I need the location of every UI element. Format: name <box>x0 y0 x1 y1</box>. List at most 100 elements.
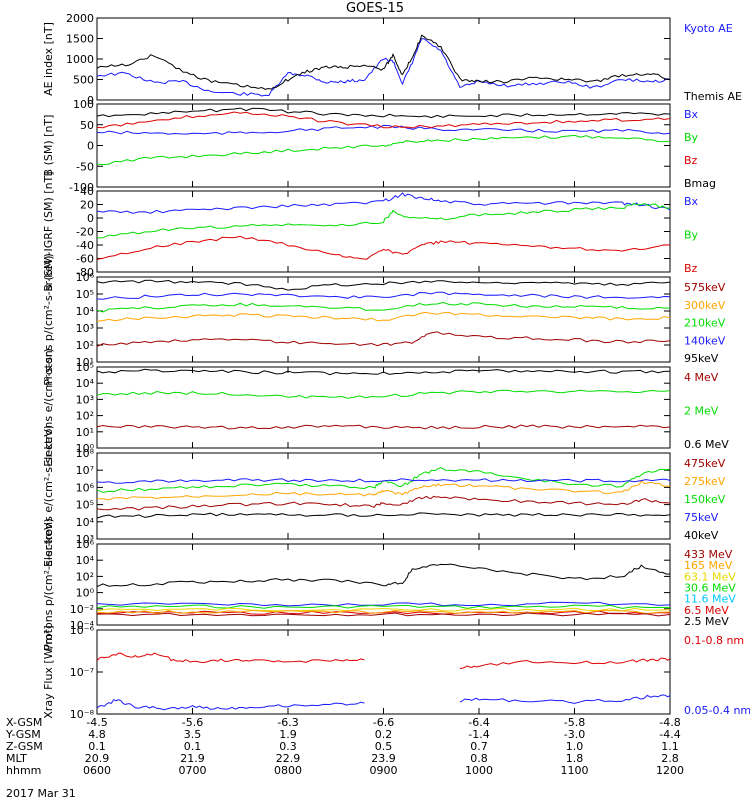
legend-entry: Bmag <box>684 177 716 190</box>
y-tick-label: 10⁻⁴ <box>70 619 95 632</box>
ephemeris-value: 0800 <box>274 764 302 777</box>
legend-entry: 63.1 MeV <box>684 570 736 583</box>
y-tick-label: -50 <box>76 160 94 173</box>
legend-entry: 95keV <box>684 352 719 365</box>
y-tick-label: 1500 <box>66 33 94 46</box>
legend-entry: Bx <box>684 195 699 208</box>
series-line-63-1-mev <box>96 607 671 612</box>
y-tick-label: 0 <box>87 140 94 153</box>
series-line-0-1-0-8-nm <box>459 657 671 669</box>
series-line-0-6-mev <box>96 368 671 376</box>
figure-title: GOES-15 <box>346 1 404 16</box>
ephemeris-value: 2.8 <box>661 752 679 765</box>
panel-4: 10¹ 10² 10³ 10⁴ 10⁵ 10⁶ Protons p/(cm²-s-sr-ke… <box>42 253 726 386</box>
y-tick-label: -20 <box>76 226 94 239</box>
series-line-0-05-0-4-nm <box>459 694 671 704</box>
ephemeris-row-label: MLT <box>6 752 27 765</box>
series-line-11-6-mev <box>96 601 671 607</box>
ephemeris-value: 0.1 <box>184 740 202 753</box>
y-tick-label: 0 <box>87 212 94 225</box>
ephemeris-value: 1.0 <box>566 740 584 753</box>
legend-entry: 575keV <box>684 281 726 294</box>
y-tick-label: 10⁴ <box>76 305 95 318</box>
y-axis-label: Xray Flux [W/m²] <box>42 625 55 718</box>
y-tick-label: 40 <box>80 185 94 198</box>
y-tick-label: -80 <box>76 266 94 279</box>
y-axis-label: Electrons e/(cm²-s-sr) <box>42 348 55 467</box>
panel-frame <box>96 366 671 449</box>
series-line-bz <box>96 235 671 260</box>
y-tick-label: 20 <box>80 199 94 212</box>
ephemeris-row-label: X-GSM <box>6 716 42 729</box>
date-label: 2017 Mar 31 <box>6 787 76 800</box>
ephemeris-value: -1.4 <box>468 728 489 741</box>
y-tick-label: -100 <box>69 181 94 194</box>
legend-entry: 11.6 MeV <box>684 593 736 606</box>
series-line-themis-ae <box>96 34 671 90</box>
y-axis-label: AE index [nT] <box>42 22 55 96</box>
panel-1: 0 500 1000 1500 2000 AE index [nT] Kyoto AE The… <box>42 12 742 107</box>
panel-2: -100 -50 0 50 100 B (SM) [nT] Bx By Bz Bmag <box>42 98 716 194</box>
y-tick-label: 10⁰ <box>76 442 95 455</box>
legend-entry: 40keV <box>684 529 719 542</box>
y-tick-label: 10⁴ <box>76 554 95 567</box>
ephemeris-table: X-GSM -4.5 -5.6 -6.3 -6.6 -6.4 -5.8 -4.8 Y-GSM 4.… <box>5 716 684 777</box>
y-tick-label: 10⁷ <box>76 464 94 477</box>
y-tick-label: -40 <box>76 239 94 252</box>
y-tick-label: 10⁸ <box>76 447 95 460</box>
y-tick-label: 100 <box>73 98 94 111</box>
legend-entry: 433 MeV <box>684 548 733 561</box>
ephemeris-value: 0.3 <box>279 740 297 753</box>
series-line-150kev <box>96 478 671 484</box>
y-tick-label: 10² <box>76 570 94 583</box>
panel-6: 10³ 10⁴ 10⁵ 10⁶ 10⁷ 10⁸ Electrons e/(cm²-s-sr-… <box>42 425 726 567</box>
legend-entry: 75keV <box>684 511 719 524</box>
series-line-433-mev <box>96 612 671 617</box>
legend-entry: 210keV <box>684 317 726 330</box>
y-tick-label: 10⁻⁷ <box>70 666 94 679</box>
ephemeris-value: 23.9 <box>371 752 396 765</box>
series-line-165-mev <box>96 609 671 615</box>
ephemeris-value: 4.8 <box>88 728 106 741</box>
y-tick-label: 10⁰ <box>76 587 95 600</box>
legend-entry: 0.05-0.4 nm <box>684 704 750 717</box>
legend-entry: By <box>684 229 699 242</box>
ephemeris-value: -6.4 <box>468 716 489 729</box>
series-line-by <box>96 134 671 166</box>
y-tick-label: 10³ <box>76 393 94 406</box>
ephemeris-value: -6.3 <box>277 716 298 729</box>
y-tick-label: 10² <box>76 339 94 352</box>
y-axis-label: Protons p/(cm²-s-sr-keV) <box>42 253 55 386</box>
y-axis-label: Protons p/(cm²-s-sr-keV) <box>42 518 55 651</box>
legend-entry: 475keV <box>684 457 726 470</box>
series-line-40kev <box>96 467 671 493</box>
series-line-140kev <box>96 291 671 300</box>
ephemeris-value: -4.4 <box>659 728 680 741</box>
y-tick-label: 10⁵ <box>76 361 94 374</box>
ephemeris-value: -5.8 <box>564 716 585 729</box>
ephemeris-row-label: hhmm <box>6 764 41 777</box>
legend-entry: 2 MeV <box>684 405 719 418</box>
y-axis-label: Electrons e/(cm²-s-sr-keV) <box>42 425 55 567</box>
legend-entry: 30.6 MeV <box>684 582 736 595</box>
y-tick-label: 10³ <box>76 322 94 335</box>
legend-entry: Bz <box>684 154 698 167</box>
ephemeris-value: 0.1 <box>88 740 106 753</box>
panel-frame <box>96 276 671 363</box>
ephemeris-value: -6.6 <box>373 716 394 729</box>
legend-entry: 6.5 MeV <box>684 604 729 617</box>
legend-entry: 300keV <box>684 299 726 312</box>
series-line-575kev <box>96 279 671 291</box>
y-tick-label: 10¹ <box>76 356 94 369</box>
ephemeris-value: 1.1 <box>661 740 679 753</box>
ephemeris-value: 20.9 <box>85 752 110 765</box>
panel-7: 10⁻⁴ 10⁻² 10⁰ 10² 10⁴ 10⁶ Protons p/(cm²-s-sr-… <box>42 518 736 651</box>
legend-entry: By <box>684 131 699 144</box>
ephemeris-row-label: Y-GSM <box>5 728 41 741</box>
y-tick-label: 10⁶ <box>76 538 95 551</box>
legend-entry: 275keV <box>684 475 726 488</box>
legend-entry: 165 MeV <box>684 559 733 572</box>
legend-entry: Bx <box>684 108 699 121</box>
series-line-4-mev <box>96 424 671 430</box>
